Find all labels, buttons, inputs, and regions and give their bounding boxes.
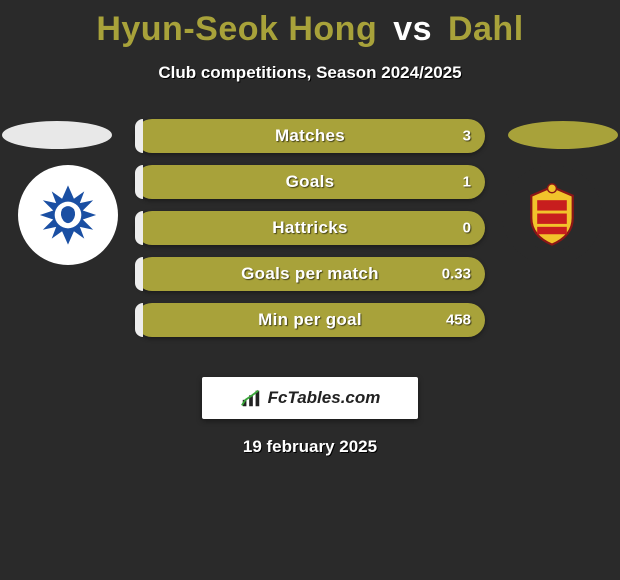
stat-label: Goals per match xyxy=(241,264,379,284)
stat-pill-list: Matches 3 Goals 1 Hattricks 0 Goals per … xyxy=(135,119,485,337)
left-ellipse xyxy=(2,121,112,149)
title-player-2: Dahl xyxy=(448,10,524,48)
title-player-1: Hyun-Seok Hong xyxy=(96,10,377,48)
stat-row-goals-per-match: Goals per match 0.33 xyxy=(135,257,485,291)
team-badge-left xyxy=(18,165,118,265)
stat-row-hattricks: Hattricks 0 xyxy=(135,211,485,245)
right-ellipse xyxy=(508,121,618,149)
brand-text: FcTables.com xyxy=(268,388,381,408)
stat-value-right: 0 xyxy=(463,220,471,237)
crest-left-icon xyxy=(31,178,105,252)
stat-value-right: 3 xyxy=(463,128,471,145)
crest-right-icon xyxy=(515,178,589,252)
stat-label: Goals xyxy=(286,172,335,192)
stat-row-matches: Matches 3 xyxy=(135,119,485,153)
stat-row-min-per-goal: Min per goal 458 xyxy=(135,303,485,337)
stat-value-right: 0.33 xyxy=(442,266,471,283)
brand-plate: FcTables.com xyxy=(202,377,418,419)
stat-label: Min per goal xyxy=(258,310,362,330)
title-vs: vs xyxy=(393,10,432,48)
stat-value-right: 458 xyxy=(446,312,471,329)
comparison-stage: Matches 3 Goals 1 Hattricks 0 Goals per … xyxy=(0,101,620,371)
stat-label: Hattricks xyxy=(272,218,347,238)
bar-chart-icon xyxy=(240,387,262,409)
date-text: 19 february 2025 xyxy=(0,437,620,457)
team-badge-right xyxy=(502,165,602,265)
stat-row-goals: Goals 1 xyxy=(135,165,485,199)
comparison-title: Hyun-Seok Hong vs Dahl xyxy=(0,0,620,49)
stat-value-right: 1 xyxy=(463,174,471,191)
stat-label: Matches xyxy=(275,126,345,146)
subtitle: Club competitions, Season 2024/2025 xyxy=(0,63,620,83)
